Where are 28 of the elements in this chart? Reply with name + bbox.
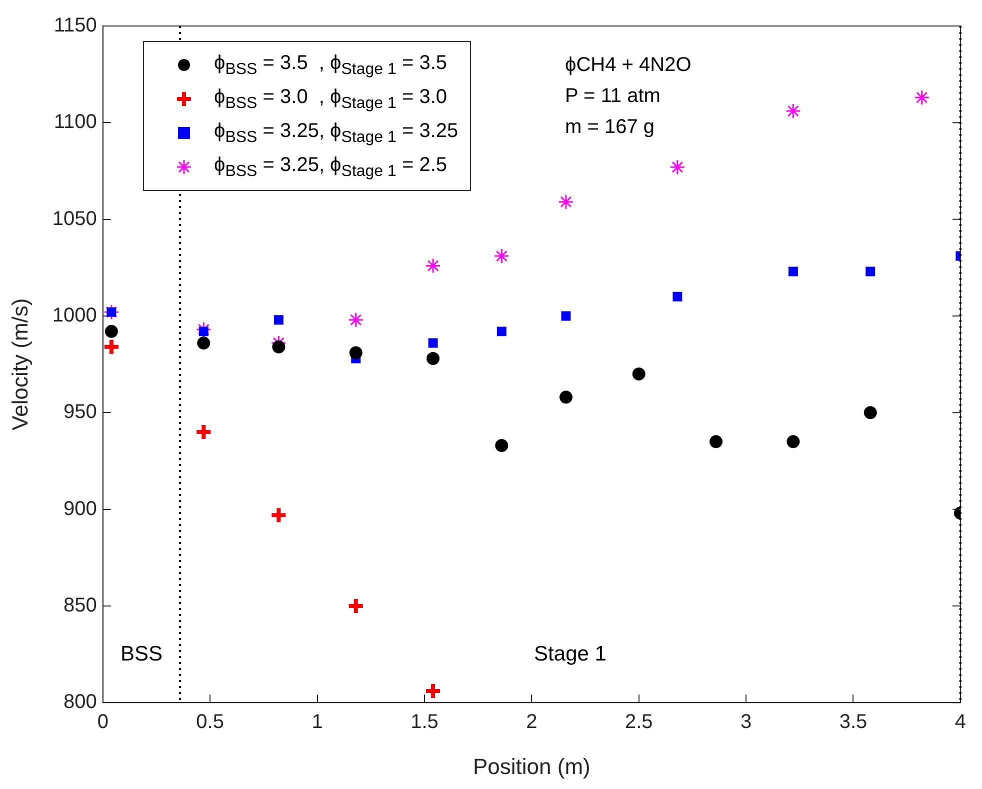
- y-tick-label: 800: [64, 691, 97, 714]
- y-tick-label: 850: [64, 594, 97, 616]
- x-tick-label: 1: [312, 711, 323, 734]
- legend-label: ϕ$_{BSS}$ = 3.25, ϕ$_{Stage 1}$ = 3.25: [214, 120, 458, 146]
- annotation: Stage 1: [534, 642, 606, 666]
- y-axis-title: Velocity (m/s): [7, 298, 32, 430]
- y-tick-label: 1150: [54, 14, 97, 37]
- x-tick-label: 1.5: [410, 711, 438, 734]
- y-tick-label: 1100: [54, 111, 97, 134]
- x-tick-label: 3: [740, 711, 752, 734]
- y-tick-label: 1000: [52, 304, 97, 326]
- x-tick-label: 0.5: [196, 711, 224, 734]
- x-tick-label: 2: [526, 711, 538, 734]
- legend-label: ϕ$_{BSS}$ = 3.0 , ϕ$_{Stage 1}$ = 3.0: [214, 86, 448, 112]
- y-tick-label: 950: [64, 401, 97, 424]
- x-axis-title: Position (m): [472, 754, 590, 779]
- x-tick-label: 2.5: [624, 711, 653, 734]
- annotation: BSS: [120, 642, 162, 666]
- x-tick-label: 3.5: [839, 711, 868, 734]
- legend-label: ϕ$_{BSS}$ = 3.25, ϕ$_{Stage 1}$ = 2.5: [214, 154, 448, 180]
- annotation: ϕCH4 + 4N2O: [565, 53, 692, 78]
- y-tick-label: 900: [64, 498, 97, 520]
- legend-label: ϕ$_{BSS}$ = 3.5 , ϕ$_{Stage 1}$ = 3.5: [214, 52, 448, 78]
- annotation: P = 11 atm: [565, 84, 662, 109]
- x-tick-label: 0: [97, 711, 108, 734]
- y-tick-label: 1050: [52, 208, 97, 230]
- x-tick-label: 4: [954, 711, 966, 734]
- annotation: m = 167 g: [565, 115, 656, 140]
